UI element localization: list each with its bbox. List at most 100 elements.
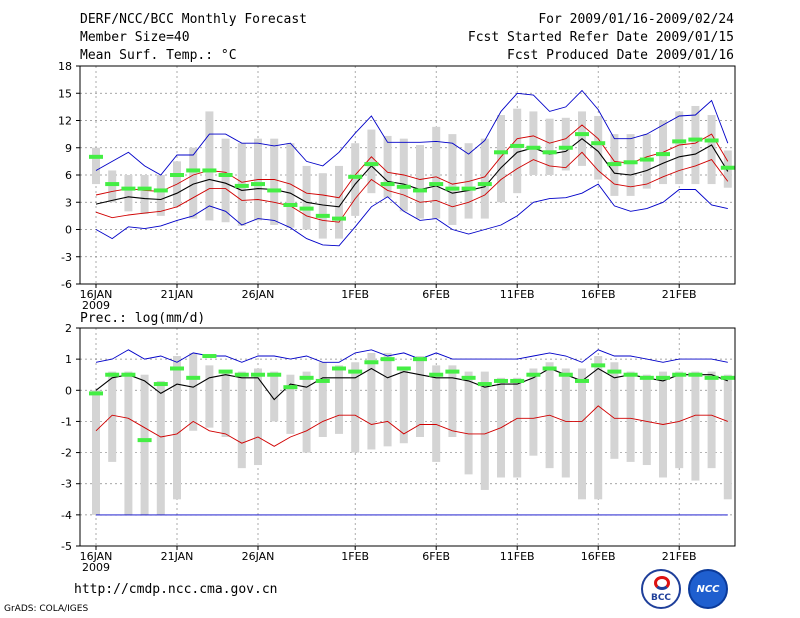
temp-xtick-label: 26JAN — [242, 288, 275, 301]
prec-spread-box — [92, 390, 100, 515]
temp-obs-marker — [494, 150, 508, 155]
prec-obs-marker — [137, 438, 152, 443]
temp-spread-box — [367, 129, 376, 194]
prec-obs-marker — [623, 372, 638, 377]
temp-spread-box — [691, 105, 700, 185]
temp-spread-box — [270, 138, 279, 225]
temp-ytick-label: 3 — [65, 196, 72, 209]
temp-spread-box — [205, 111, 214, 221]
prec-spread-box — [561, 368, 570, 478]
temp-spread-box — [626, 134, 635, 196]
bcc-logo: BCC — [641, 569, 681, 609]
prec-ytick-label: -5 — [61, 540, 72, 553]
temp-spread-box — [432, 126, 441, 219]
source-url[interactable]: http://cmdp.ncc.cma.gov.cn — [74, 582, 278, 597]
temp-obs-marker — [510, 143, 525, 148]
prec-xtick-label: 21JAN — [161, 550, 194, 563]
temp-spread-box — [286, 143, 295, 228]
temp-obs-marker — [218, 173, 233, 177]
temp-obs-marker — [639, 157, 654, 162]
temp-obs-marker — [591, 141, 606, 146]
prec-obs-marker — [591, 363, 606, 368]
temp-obs-marker — [429, 182, 444, 187]
prec-spread-box — [173, 356, 181, 500]
temp-ytick-label: 9 — [65, 142, 72, 155]
temp-spread-box — [675, 111, 684, 185]
prec-spread-box — [594, 356, 603, 500]
prec-spread-box — [254, 368, 262, 466]
prec-obs-marker — [494, 378, 508, 383]
temp-ytick-label: -6 — [61, 278, 72, 291]
temp-xtick-label: 21JAN — [161, 288, 194, 301]
temp-obs-marker — [413, 188, 427, 193]
prec-spread-box — [642, 374, 651, 466]
prec-obs-marker — [704, 375, 719, 380]
prec-spread-box — [205, 365, 214, 428]
prec-spread-box — [610, 362, 619, 459]
temp-obs-marker — [558, 145, 573, 150]
prec-ytick-label: -4 — [61, 509, 72, 522]
temp-spread-box — [529, 111, 538, 175]
temp-spread-box — [545, 118, 554, 175]
prec-obs-marker — [413, 357, 427, 362]
grads-credit: GrADS: COLA/IGES — [4, 604, 89, 614]
ncc-logo: NCC — [688, 569, 728, 609]
prec-spread-box — [626, 371, 635, 462]
prec-xtick-label: 11FEB — [500, 550, 535, 563]
temp-spread-box — [383, 135, 392, 198]
temp-obs-marker — [396, 184, 411, 189]
prec-spread-box — [221, 371, 230, 437]
prec-obs-marker — [672, 372, 687, 377]
temp-ytick-label: 6 — [65, 169, 72, 182]
temp-obs-marker — [315, 213, 330, 218]
temp-obs-marker — [299, 206, 314, 211]
temp-spread-box — [707, 115, 716, 185]
temp-line-lower_sd — [95, 151, 729, 223]
temp-obs-marker — [186, 168, 201, 173]
temp-obs-marker — [153, 188, 168, 193]
temp-obs-marker — [656, 152, 670, 157]
temp-spread-box — [448, 134, 457, 225]
prec-line-upper_extreme — [95, 349, 728, 363]
prec-obs-marker — [105, 372, 120, 377]
temp-obs-marker — [267, 188, 282, 193]
temp-obs-marker — [202, 168, 217, 173]
temp-spread-box — [594, 115, 603, 180]
prec-obs-marker — [688, 372, 703, 377]
temp-obs-marker — [364, 162, 379, 167]
temp-line-mean — [95, 138, 729, 208]
prec-spread-box — [237, 371, 246, 469]
prec-spread-box — [448, 365, 457, 437]
temp-obs-marker — [445, 186, 460, 191]
temp-obs-marker — [526, 145, 541, 150]
temp-obs-marker — [105, 182, 120, 187]
precip-label: Prec.: log(mm/d) — [80, 311, 205, 326]
temp-line-upper_sd — [95, 124, 729, 199]
prec-obs-marker — [607, 369, 622, 374]
temp-spread-box — [108, 170, 117, 203]
temp-obs-marker — [380, 182, 395, 187]
temp-obs-marker — [704, 138, 719, 143]
temp-spread-box — [92, 147, 100, 185]
temp-spread-box — [124, 175, 133, 212]
prec-obs-marker — [542, 366, 557, 371]
temp-line-upper_extreme — [95, 89, 729, 176]
temp-spread-box — [497, 115, 505, 203]
prec-line-lower_sd — [95, 405, 728, 447]
prec-spread-box — [140, 374, 149, 515]
prec-spread-box — [723, 374, 732, 500]
ncc-logo-text: NCC — [696, 584, 720, 595]
temp-obs-marker — [348, 174, 363, 179]
prec-spread-box — [189, 352, 198, 431]
prec-obs-marker — [526, 372, 541, 377]
temp-obs-marker — [137, 186, 152, 191]
prec-obs-marker — [380, 357, 395, 362]
forecast-produced-date: Fcst Produced Date 2009/01/16 — [507, 48, 734, 63]
temp-line-max — [95, 183, 728, 247]
temp-obs-marker — [720, 165, 735, 170]
temp-xtick-label: 16JAN — [80, 288, 113, 301]
temp-spread-box — [302, 165, 311, 230]
prec-spread-box — [124, 371, 133, 515]
